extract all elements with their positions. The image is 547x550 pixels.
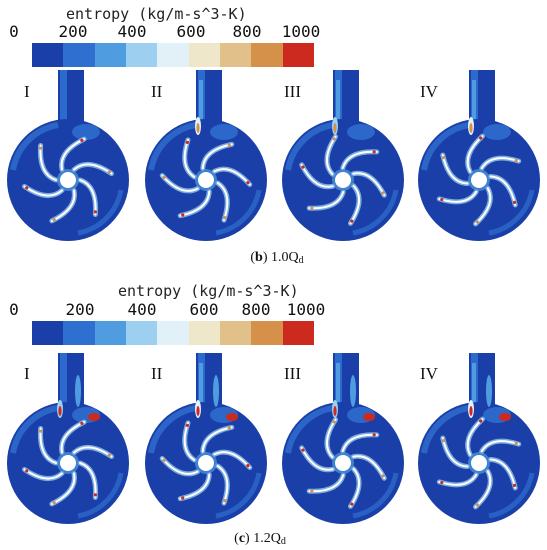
- colorbar-segment-7: [251, 321, 283, 345]
- case-label-III: III: [284, 364, 301, 383]
- colorbar-segment-5: [188, 321, 220, 345]
- case-label-I: I: [24, 364, 30, 383]
- caption-c: (c) 1.2Qd: [234, 531, 286, 547]
- case-label-IV: IV: [420, 82, 438, 101]
- colorbar-segment-0: [32, 43, 64, 67]
- legend-tick-400: 400: [127, 300, 157, 319]
- colorbar-segment-2: [94, 321, 126, 345]
- pump-contour-b-II: [145, 70, 267, 241]
- colorbar-segment-3: [125, 321, 158, 345]
- colorbar-segment-6: [219, 321, 252, 345]
- legend-tick-800: 800: [232, 22, 262, 41]
- colorbar-segment-4: [157, 43, 189, 67]
- panel-c: entropy (kg/m-s^3-K) 0 200 400 600 800 1…: [0, 275, 547, 550]
- colorbar-segment-5: [188, 43, 220, 67]
- colorbar-segment-3: [125, 43, 158, 67]
- pump-contour-c-I: [7, 353, 129, 524]
- case-label-II: II: [151, 82, 163, 101]
- pump-contour-b-I: [7, 70, 129, 241]
- colorbar-segment-1: [63, 43, 95, 67]
- pump-contour-c-II: [145, 353, 267, 524]
- pump-contour-c-IV: [418, 353, 540, 524]
- legend-tick-0: 0: [9, 22, 19, 41]
- caption-b: (b) 1.0Qd: [250, 250, 304, 266]
- pump-contour-b-III: [282, 70, 404, 241]
- legend-tick-600: 600: [176, 22, 206, 41]
- colorbar-segment-0: [32, 321, 64, 345]
- colorbar-segment-4: [157, 321, 189, 345]
- colorbar-segment-8: [282, 321, 314, 345]
- case-label-IV: IV: [420, 364, 438, 383]
- case-label-III: III: [284, 82, 301, 101]
- colorbar-segment-7: [251, 43, 283, 67]
- legend-title: entropy (kg/m-s^3-K): [66, 5, 247, 23]
- colorbar-segment-2: [94, 43, 126, 67]
- legend-tick-400: 400: [117, 22, 147, 41]
- legend-tick-800: 800: [241, 300, 271, 319]
- panel-b: entropy (kg/m-s^3-K) 0 200 400 600 800 1…: [7, 5, 540, 266]
- colorbar: [32, 43, 314, 67]
- case-label-I: I: [24, 82, 30, 101]
- case-label-II: II: [151, 364, 163, 383]
- colorbar: [32, 321, 314, 345]
- colorbar-segment-8: [282, 43, 314, 67]
- legend-tick-0: 0: [9, 300, 19, 319]
- pump-contour-b-IV: [418, 70, 540, 241]
- legend-title: entropy (kg/m-s^3-K): [118, 282, 299, 300]
- legend-tick-600: 600: [189, 300, 219, 319]
- legend-tick-200: 200: [58, 22, 88, 41]
- legend-tick-1000: 1000: [281, 22, 321, 41]
- pump-contour-c-III: [282, 353, 404, 524]
- legend-tick-1000: 1000: [286, 300, 326, 319]
- legend-tick-200: 200: [65, 300, 95, 319]
- colorbar-segment-1: [63, 321, 95, 345]
- colorbar-segment-6: [219, 43, 252, 67]
